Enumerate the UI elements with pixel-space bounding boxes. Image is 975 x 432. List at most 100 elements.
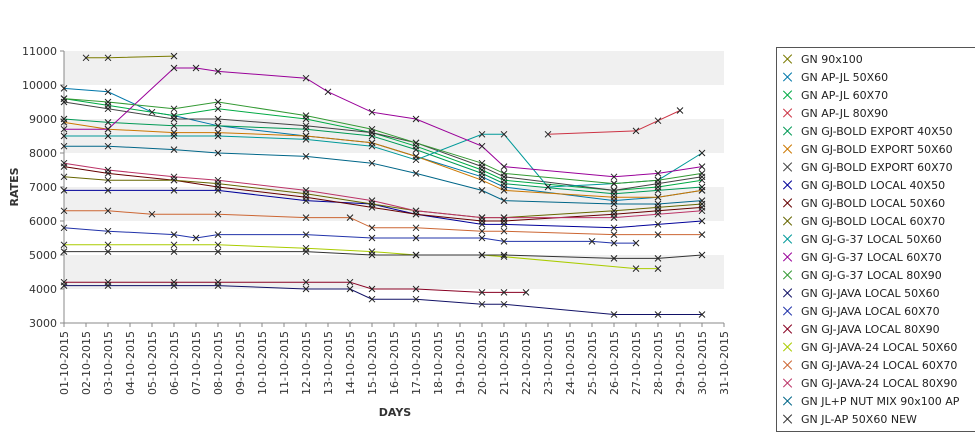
data-point-marker [500,227,508,235]
legend-marker-icon [783,324,793,334]
data-point-marker [478,289,486,296]
legend-marker-icon [783,180,793,190]
data-point-marker [104,132,112,140]
data-point-marker [192,64,200,72]
data-point-marker [170,122,178,130]
data-point-marker [478,234,486,242]
data-point-marker [148,210,156,218]
series-line [63,162,703,219]
x-tick-label: 28-10-2015 [652,331,665,395]
data-point-marker [654,311,662,318]
data-point-marker [500,251,508,259]
data-point-marker [412,170,420,177]
legend-item: GN GJ-JAVA-24 LOCAL 80X90 [783,374,957,392]
data-point-marker [170,187,178,194]
data-point-marker [610,239,618,247]
y-tick-label: 6000 [29,215,57,228]
x-tick-label: 11-10-2015 [278,331,291,395]
data-point-marker [478,130,486,138]
data-point-marker [170,52,178,60]
data-point-marker [368,251,376,259]
x-tick-label: 20-10-2015 [476,331,489,395]
data-point-marker [412,115,420,123]
data-point-marker [654,221,662,228]
data-point-marker [60,173,68,181]
x-tick-label: 05-10-2015 [146,331,159,395]
data-point-marker [368,295,376,303]
x-tick-label: 17-10-2015 [410,331,423,395]
data-point-marker [610,193,618,201]
data-point-marker [610,207,618,215]
x-axis: 01-10-2015 02-10-2015 03-10-2015 04-10-2015… [58,323,731,395]
legend-label: GN AP-JL 50X60 [801,70,889,84]
data-point-marker [214,68,222,75]
data-point-marker [478,300,486,308]
data-point-marker [610,311,618,318]
data-point-marker [412,285,420,293]
data-point-marker [60,224,68,232]
data-point-marker [698,311,706,318]
data-point-marker [698,217,706,225]
data-point-marker [82,54,90,62]
data-point-marker [302,214,310,221]
legend-item: GN GJ-BOLD EXPORT 60X70 [783,158,953,176]
data-point-marker [214,132,222,140]
data-point-marker [610,173,618,181]
data-point-marker [104,227,112,235]
legend-item: GN GJ-G-37 LOCAL 50X60 [783,230,942,248]
data-point-marker [104,88,112,96]
series-line [63,101,703,191]
y-axis-title: RATES [8,167,21,206]
data-point-marker [654,193,662,201]
grid-band [64,153,724,187]
legend-marker-icon [783,342,793,352]
data-point-marker [500,238,508,245]
data-point-marker [60,187,68,194]
series-line [63,121,703,198]
data-point-marker [698,251,706,259]
data-point-marker [214,149,222,157]
data-point-marker [148,108,156,116]
data-point-marker [654,187,662,194]
grid-band [64,289,724,323]
data-point-marker [610,187,618,194]
data-point-marker [500,253,508,261]
legend-item: GN AP-JL 60X70 [783,86,888,104]
data-point-marker [632,127,640,135]
legend-label: GN GJ-BOLD EXPORT 60X70 [801,160,953,174]
data-point-marker [478,187,486,194]
legend-label: GN JL-AP 50X60 NEW [801,412,917,426]
series-line [547,110,681,135]
x-tick-label: 01-10-2015 [58,331,71,395]
x-tick-label: 26-10-2015 [608,331,621,395]
data-point-marker [412,207,420,215]
legend-item: GN GJ-JAVA-24 LOCAL 50X60 [783,338,957,356]
y-tick-label: 3000 [29,317,57,330]
data-point-marker [104,142,112,150]
data-point-marker [610,214,618,221]
legend-marker-icon [783,414,793,424]
data-point-marker [302,74,310,82]
legend-label: GN GJ-G-37 LOCAL 60X70 [801,250,942,264]
x-tick-label: 08-10-2015 [212,331,225,395]
x-tick-label: 18-10-2015 [432,331,445,395]
series-line [64,145,703,205]
series-line [63,166,703,222]
data-point-marker [104,54,112,62]
legend-label: GN GJ-G-37 LOCAL 50X60 [801,232,942,246]
data-point-marker [654,231,662,238]
y-tick-label: 9000 [29,113,57,126]
legend-item: GN GJ-JAVA-24 LOCAL 60X70 [783,356,957,374]
legend-item: GN AP-JL 80X90 [783,104,888,122]
legend-item: GN GJ-BOLD LOCAL 50X60 [783,194,945,212]
data-point-marker [698,187,706,194]
grid-band [64,255,724,289]
x-tick-label: 12-10-2015 [300,331,313,395]
x-tick-label: 25-10-2015 [586,331,599,395]
legend-label: GN AP-JL 60X70 [801,88,889,102]
data-point-marker [698,170,706,177]
x-tick-label: 02-10-2015 [80,331,93,395]
data-point-marker [302,122,310,130]
x-tick-label: 19-10-2015 [454,331,467,395]
data-point-marker [500,300,508,308]
